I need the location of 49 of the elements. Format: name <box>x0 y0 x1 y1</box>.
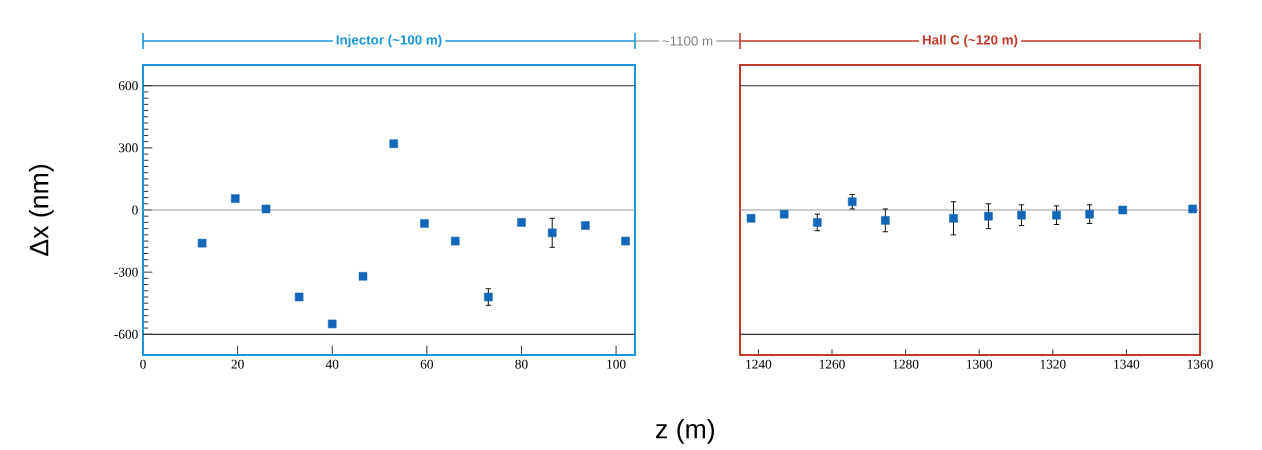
y-axis-title: Δx (nm) <box>28 164 54 256</box>
point <box>881 216 890 225</box>
x-tick-label: 1360 <box>1187 359 1213 369</box>
point <box>327 319 337 329</box>
point <box>949 214 958 223</box>
text: Injector (~100 m) <box>336 34 442 48</box>
x-tick-label: 60 <box>420 359 434 369</box>
point <box>581 221 590 230</box>
point <box>261 204 271 214</box>
text: ~1100 m <box>662 36 713 46</box>
point <box>813 218 822 227</box>
x-tick-label: 1320 <box>1040 359 1066 369</box>
point <box>1085 209 1094 219</box>
x-tick-label: 1300 <box>967 359 993 369</box>
point <box>294 292 304 302</box>
x-tick-label: 0 <box>140 359 146 369</box>
y-tick-label: 600 <box>118 81 138 91</box>
y-tick-label: -600 <box>114 329 138 339</box>
point <box>1188 204 1197 214</box>
y-tick-label: 0 <box>132 205 138 215</box>
x-tick-label: 1260 <box>819 359 845 369</box>
x-axis-title: z (m) <box>656 418 715 444</box>
point <box>420 219 429 228</box>
point <box>230 194 240 203</box>
x-tick-label: 1280 <box>893 359 919 369</box>
point <box>197 238 207 248</box>
point <box>484 292 493 302</box>
point <box>847 197 857 206</box>
y-tick-label: 300 <box>118 143 138 153</box>
text: Hall C (~120 m) <box>922 34 1018 48</box>
point <box>450 236 460 246</box>
x-tick-label: 80 <box>515 359 528 369</box>
point <box>621 236 630 246</box>
point <box>746 214 756 223</box>
y-tick-label: -300 <box>114 267 138 277</box>
x-tick-label: 20 <box>231 359 244 369</box>
point <box>547 228 557 238</box>
point <box>779 209 789 219</box>
point <box>517 218 526 227</box>
point <box>358 272 368 281</box>
x-tick-label: 1340 <box>1114 359 1140 369</box>
point <box>984 211 993 221</box>
x-tick-label: 40 <box>325 359 339 369</box>
point <box>1017 210 1026 220</box>
x-tick-label: 1240 <box>746 359 772 369</box>
point <box>1052 210 1061 220</box>
point <box>389 139 399 148</box>
point <box>1118 205 1127 215</box>
x-tick-label: 100 <box>607 359 626 369</box>
